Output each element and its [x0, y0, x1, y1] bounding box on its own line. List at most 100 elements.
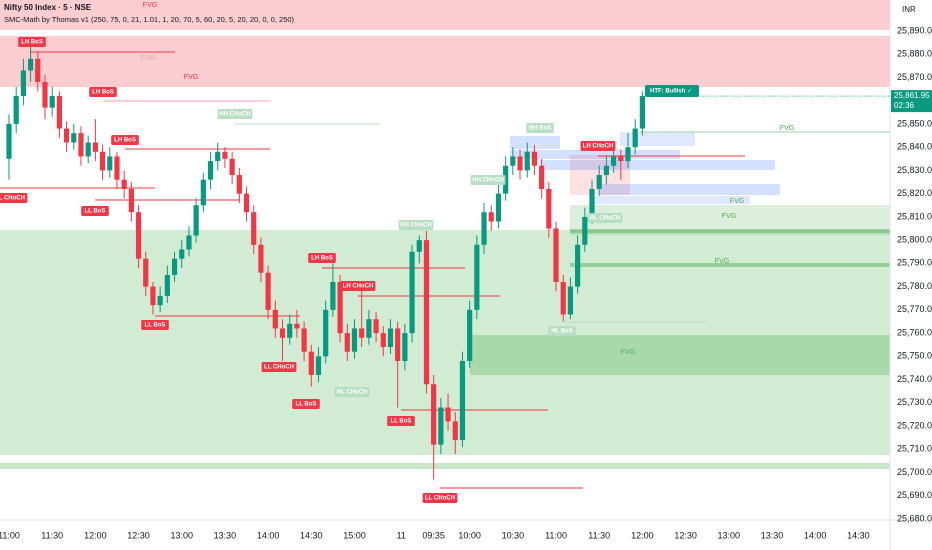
candle-body [35, 58, 41, 83]
candle-body [517, 156, 523, 171]
y-tick-label: 25,700.00 [897, 467, 932, 477]
structure-label: LH CHoCH [583, 144, 614, 150]
candle-body [107, 156, 113, 171]
fvg-label: FVG [143, 2, 157, 9]
structure-badge [18, 37, 46, 47]
x-tick-label: 11:00 [0, 530, 20, 540]
x-tick-label: 13:30 [214, 530, 237, 540]
candle-body [589, 188, 595, 217]
x-tick-label: 12:00 [84, 530, 107, 540]
candle-body [488, 212, 494, 222]
candle-body [582, 216, 588, 245]
structure-badge [292, 399, 320, 409]
order-block [590, 196, 750, 204]
countdown-label: 02:36 [894, 101, 915, 110]
structure-label: LL BoS [296, 402, 317, 408]
fvg-label: FVG [722, 213, 736, 220]
candle-body [229, 158, 235, 176]
candle-body [49, 96, 55, 108]
candle-body [56, 96, 62, 129]
structure-badge [387, 416, 415, 426]
candle-body [625, 147, 631, 162]
structure-label: LL BoS [145, 323, 166, 329]
y-tick-label: 25,800.00 [897, 235, 932, 245]
y-tick-label: 25,720.00 [897, 420, 932, 430]
candle-body [99, 151, 106, 171]
y-tick-label: 25,790.00 [897, 258, 932, 268]
candle-body [539, 165, 545, 189]
structure-label: LH BoS [114, 138, 136, 144]
fvg-zone [570, 263, 890, 267]
candle-body [445, 407, 451, 422]
price-tag-label: 25,861.95 [894, 91, 930, 100]
candle-body [567, 286, 574, 315]
fvg-label: FVG [141, 55, 155, 62]
candle-body [251, 212, 257, 245]
candle-body [243, 193, 250, 213]
candle-body [279, 328, 286, 338]
structure-badge [141, 320, 169, 330]
bearish-zone [0, 0, 890, 30]
x-tick-label: 11:00 [545, 530, 567, 540]
structure-label: LH BoS [92, 90, 114, 96]
candle-body [157, 295, 163, 306]
x-tick-label: 12:30 [127, 530, 150, 540]
structure-label: LL CHoCH [0, 196, 25, 202]
candle-body [575, 244, 581, 287]
candle-body [92, 142, 98, 152]
structure-label: LH BoS [311, 256, 333, 262]
y-tick-label: 25,770.00 [897, 304, 932, 314]
x-tick-label: 15:00 [343, 530, 366, 540]
x-tick-label: 11:30 [588, 530, 610, 540]
candle-body [416, 240, 422, 252]
bullish-zone [0, 463, 890, 469]
x-tick-label: 10:00 [458, 530, 481, 540]
candle-body [301, 328, 307, 352]
candle-body [596, 175, 602, 189]
structure-badge [340, 281, 376, 291]
candle-body [128, 188, 134, 213]
candle-body [632, 128, 638, 148]
structure-label: HH CHoCH [472, 178, 503, 184]
htf-badge [645, 85, 699, 97]
y-tick-label: 25,740.00 [897, 374, 932, 384]
price-tag [891, 90, 932, 113]
candle-body [359, 328, 365, 338]
plot [6, 44, 645, 480]
x-tick-label: 13:00 [718, 530, 741, 540]
candle-body [78, 133, 84, 157]
candle-body [546, 188, 552, 229]
structure-badge [111, 135, 139, 145]
x-tick-label: 12:00 [631, 530, 654, 540]
candle-body [387, 328, 394, 348]
htf-label: HTF: Bullish ✓ [650, 89, 692, 95]
order-block [510, 150, 680, 159]
candle-body [531, 151, 538, 166]
candle-body [330, 281, 336, 310]
structure-label: HH CHoCH [219, 112, 250, 118]
structure-label: LL BoS [85, 209, 106, 215]
candle-body [351, 328, 358, 352]
candle-body [452, 421, 458, 441]
candle-body [373, 319, 379, 334]
structure-badge [470, 175, 506, 185]
candle-body [553, 228, 559, 282]
x-tick-label: 14:00 [257, 530, 280, 540]
structure-badge [308, 253, 336, 263]
fvg-label: FVG [780, 125, 794, 132]
y-tick-label: 25,870.00 [897, 72, 932, 82]
fvg-label: FVG [715, 258, 729, 265]
structure-label: LH BoS [21, 40, 43, 46]
candle-body [308, 351, 314, 375]
y-tick-label: 25,760.00 [897, 327, 932, 337]
candle-body [395, 328, 401, 362]
candle-body [20, 70, 26, 97]
candle-body [467, 309, 473, 362]
candle-body [423, 240, 430, 385]
candle-body [337, 281, 343, 334]
y-tick-label: 25,890.00 [897, 25, 932, 35]
x-tick-label: 09:35 [422, 530, 445, 540]
candle-body [42, 82, 48, 108]
candle-body [495, 193, 502, 222]
structure-badge [548, 326, 576, 336]
